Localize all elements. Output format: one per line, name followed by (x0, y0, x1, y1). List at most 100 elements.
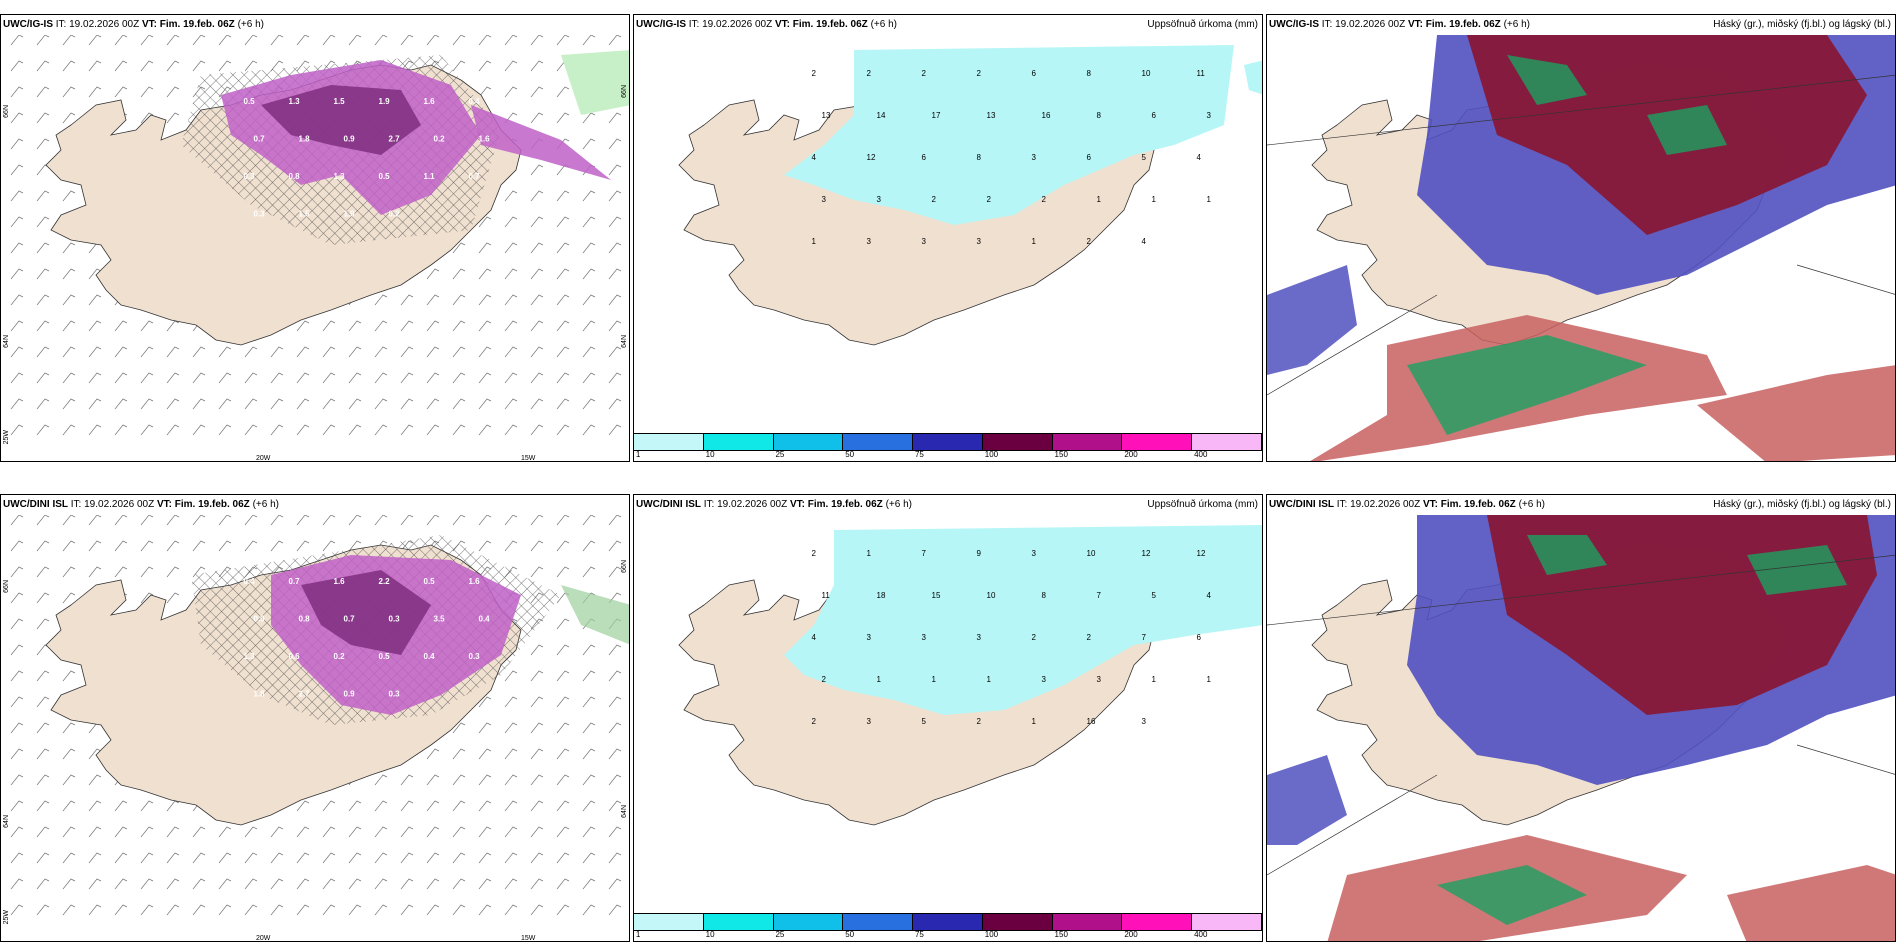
value-label: 1.6 (424, 97, 436, 106)
wind-barb (530, 722, 544, 734)
wind-barb (62, 294, 76, 306)
wind-barb (582, 852, 596, 864)
wind-barb (530, 826, 544, 838)
wind-barb (10, 216, 24, 228)
wind-barb (10, 372, 24, 384)
wind-barb (478, 424, 492, 436)
value-label: 7 (1142, 633, 1147, 642)
value-label: 0.3 (469, 652, 481, 661)
wind-barb (530, 696, 544, 708)
wind-barb (608, 112, 622, 124)
value-label: 0.5 (379, 172, 391, 181)
wind-barb (192, 826, 206, 838)
value-label: 3 (867, 717, 872, 726)
wind-barb (166, 372, 180, 384)
wind-barb (556, 696, 570, 708)
value-label: 10 (1087, 549, 1096, 558)
wind-barb (556, 852, 570, 864)
wind-barb (62, 424, 76, 436)
wind-barb (166, 904, 180, 916)
wind-barb (608, 346, 622, 358)
wind-barb (374, 346, 388, 358)
colorbar-swatch (1122, 914, 1193, 930)
wind-barb (88, 372, 102, 384)
value-labels: 0.5 1.3 1.5 1.9 1.6 0.4 0.7 1.8 0.9 2.7 0.2 1.6 0.3 0… (244, 97, 491, 219)
value-label: 1.5 (299, 209, 311, 218)
value-label: 1.6 (334, 577, 346, 586)
wind-map: 0.5 1.3 1.5 1.9 1.6 0.4 0.7 1.8 0.9 2.7 0.2 1.6 0.3 0… (10, 35, 629, 436)
value-label: 0.2 (434, 134, 446, 143)
wind-barb (608, 852, 622, 864)
wind-barb (556, 320, 570, 332)
wind-barb (36, 320, 50, 332)
colorbar-tick-label: 10 (705, 930, 715, 939)
value-label: 1.6 (469, 577, 481, 586)
colorbar-tick-label: 10 (705, 450, 715, 459)
colorbar-swatch (982, 914, 1053, 930)
cloud-low-patches (1527, 535, 1847, 595)
panel-title: UWC/IG-IS IT: 19.02.2026 00Z VT: Fim. 19… (3, 19, 264, 30)
wind-barb (374, 800, 388, 812)
wind-barb (426, 35, 440, 46)
wind-barb (582, 216, 596, 228)
colorbar-tick-label: 1 (635, 930, 641, 939)
wind-barb (166, 35, 180, 46)
value-label: 1 (987, 675, 992, 684)
value-label: 1 (1032, 717, 1037, 726)
wind-barb (114, 398, 128, 410)
value-label: 2.7 (299, 689, 311, 698)
value-label: 0.9 (344, 134, 356, 143)
wind-barb (114, 424, 128, 436)
value-label: 8 (977, 153, 982, 162)
wind-barb (530, 86, 544, 98)
value-label: 2.2 (379, 577, 391, 586)
wind-barb (504, 60, 518, 72)
colorbar-ticks: 1 10 25 50 75 100 150 200 400 (634, 930, 1262, 940)
value-label: 0.2 (334, 652, 346, 661)
wind-barb (166, 566, 180, 578)
wind-barb (88, 398, 102, 410)
wind-barb (582, 346, 596, 358)
wind-barb (88, 268, 102, 280)
wind-barb (556, 268, 570, 280)
wind-barb (400, 826, 414, 838)
wind-barb (608, 644, 622, 656)
colorbar-tick-label: 400 (1194, 930, 1208, 939)
wind-barb (608, 164, 622, 176)
wind-barb (608, 722, 622, 734)
wind-barb (504, 190, 518, 202)
precip-light-area (784, 525, 1262, 715)
wind-barb (426, 748, 440, 760)
wind-barb (244, 852, 258, 864)
value-label: 2 (922, 69, 927, 78)
wind-barb (36, 242, 50, 254)
value-label: 1.8 (254, 689, 266, 698)
wind-barb (582, 644, 596, 656)
wind-barb (244, 60, 258, 72)
green-area (561, 50, 629, 115)
value-label: 1.5 (334, 97, 346, 106)
wind-barb (36, 216, 50, 228)
panel-right-title: Háský (gr.), miðský (fj.bl.) og lágský (… (1713, 19, 1891, 30)
wind-barb (478, 904, 492, 916)
wind-barb (218, 540, 232, 552)
wind-barb (244, 398, 258, 410)
wind-barb (296, 826, 310, 838)
wind-barb (608, 268, 622, 280)
wind-barb (296, 515, 310, 526)
wind-barb (530, 320, 544, 332)
wind-barb (140, 826, 154, 838)
wind-barb (478, 852, 492, 864)
wind-barb (62, 86, 76, 98)
panel-cloud-top: UWC/IG-IS IT: 19.02.2026 00Z VT: Fim. 19… (1266, 14, 1896, 462)
wind-barb (62, 748, 76, 760)
colorbar-tick-label: 400 (1194, 450, 1208, 459)
wind-barb (608, 138, 622, 150)
wind-barb (530, 60, 544, 72)
wind-barb (296, 540, 310, 552)
wind-barb (62, 346, 76, 358)
wind-barb (270, 60, 284, 72)
colorbar-swatch (1122, 434, 1193, 450)
wind-barb (400, 424, 414, 436)
